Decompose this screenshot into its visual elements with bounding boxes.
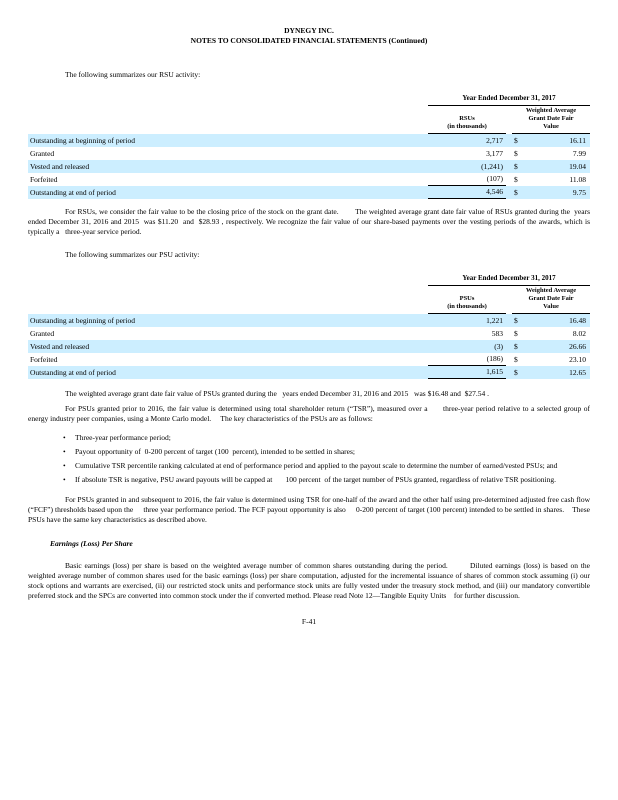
list-item: • Three-year performance period; bbox=[63, 433, 590, 443]
bullet-text: Cumulative TSR percentile ranking calcul… bbox=[75, 461, 558, 470]
units-value: (1,241) bbox=[428, 159, 506, 173]
row-label: Granted bbox=[30, 148, 55, 158]
row-label: Vested and released bbox=[28, 339, 428, 353]
bullet-icon: • bbox=[63, 475, 66, 484]
units-column-header: PSUs (in thousands) bbox=[428, 285, 506, 314]
units-value: 3,177 bbox=[486, 148, 503, 158]
units-value: 2,717 bbox=[428, 133, 506, 147]
paragraph-eps: Basic earnings (loss) per share is based… bbox=[28, 561, 590, 600]
currency-symbol: $ bbox=[512, 339, 524, 353]
row-label: Outstanding at end of period bbox=[28, 185, 428, 199]
row-label: Forfeited bbox=[30, 354, 58, 364]
units-value: 4,546 bbox=[428, 185, 506, 199]
list-item: • Payout opportunity of 0-200 percent of… bbox=[63, 447, 590, 457]
table-row: Outstanding at end of period 4,546 $9.75 bbox=[28, 185, 591, 199]
row-label: Outstanding at beginning of period bbox=[28, 313, 428, 327]
paragraph-rsu-fair-value: For RSUs, we consider the fair value to … bbox=[28, 207, 590, 236]
units-value: 1,221 bbox=[428, 313, 506, 327]
table-column-header-row: PSUs (in thousands) Weighted Average Grant … bbox=[28, 285, 591, 314]
value-column-header: Weighted Average Grant Date Fair Value bbox=[512, 285, 591, 314]
table-row: Vested and released (3) $26.66 bbox=[28, 339, 591, 353]
fair-value: 16.11 bbox=[524, 133, 591, 147]
bullet-icon: • bbox=[63, 461, 66, 470]
fair-value: 8.02 bbox=[572, 328, 587, 338]
bullet-text: If absolute TSR is negative, PSU award p… bbox=[75, 475, 556, 484]
currency-symbol: $ bbox=[514, 148, 518, 158]
table-period-header-row: Year Ended December 31, 2017 bbox=[28, 272, 591, 286]
period-header: Year Ended December 31, 2017 bbox=[428, 92, 591, 106]
row-label: Granted bbox=[30, 328, 55, 338]
bullet-icon: • bbox=[63, 447, 66, 456]
table-row: Granted 3,177 $7.99 bbox=[28, 147, 590, 160]
psu-intro-text: The following summarizes our PSU activit… bbox=[65, 250, 200, 259]
table-period-header-row: Year Ended December 31, 2017 bbox=[28, 92, 591, 106]
psu-characteristics-list: • Three-year performance period; • Payou… bbox=[28, 433, 590, 485]
page-number: F-41 bbox=[301, 617, 317, 626]
rsu-intro-text: The following summarizes our RSU activit… bbox=[65, 70, 201, 79]
units-column-header: RSUs (in thousands) bbox=[428, 105, 506, 134]
fair-value: 7.99 bbox=[572, 148, 587, 158]
units-value: 583 bbox=[491, 328, 503, 338]
currency-symbol: $ bbox=[514, 328, 518, 338]
currency-symbol: $ bbox=[512, 185, 524, 199]
table-row: Outstanding at beginning of period 1,221 $… bbox=[28, 313, 591, 327]
fair-value: 11.08 bbox=[569, 174, 587, 184]
row-label: Forfeited bbox=[30, 174, 58, 184]
currency-symbol: $ bbox=[512, 159, 524, 173]
paragraph-psu-prior-2016: For PSUs granted prior to 2016, the fair… bbox=[28, 404, 590, 423]
currency-symbol: $ bbox=[514, 354, 518, 364]
row-label: Outstanding at beginning of period bbox=[28, 133, 428, 147]
units-value: (3) bbox=[428, 339, 506, 353]
company-name: DYNEGY INC. bbox=[284, 26, 334, 35]
fair-value: 12.65 bbox=[524, 365, 591, 379]
table-row: Forfeited (186) $23.10 bbox=[28, 353, 590, 366]
fair-value: 23.10 bbox=[569, 354, 587, 364]
eps-section-heading: Earnings (Loss) Per Share bbox=[50, 539, 133, 548]
row-label: Outstanding at end of period bbox=[28, 365, 428, 379]
fair-value: 16.48 bbox=[524, 313, 591, 327]
currency-symbol: $ bbox=[512, 133, 524, 147]
value-column-header: Weighted Average Grant Date Fair Value bbox=[512, 105, 591, 134]
table-row: Outstanding at beginning of period 2,717 $… bbox=[28, 133, 591, 147]
table-row: Granted 583 $8.02 bbox=[28, 327, 590, 340]
list-item: • If absolute TSR is negative, PSU award… bbox=[63, 475, 590, 485]
document-title: NOTES TO CONSOLIDATED FINANCIAL STATEMEN… bbox=[190, 36, 428, 45]
rsu-activity-table: Year Ended December 31, 2017 RSUs (in thou… bbox=[28, 92, 591, 199]
currency-symbol: $ bbox=[512, 365, 524, 379]
bullet-text: Payout opportunity of 0-200 percent of t… bbox=[75, 447, 355, 456]
table-column-header-row: RSUs (in thousands) Weighted Average Grant … bbox=[28, 105, 591, 134]
table-row: Vested and released (1,241) $19.04 bbox=[28, 159, 591, 173]
paragraph-psu-subsequent-2016: For PSUs granted in and subsequent to 20… bbox=[28, 495, 590, 524]
psu-activity-table: Year Ended December 31, 2017 PSUs (in thou… bbox=[28, 272, 591, 379]
bullet-icon: • bbox=[63, 433, 66, 442]
paragraph-psu-fair-value: The weighted average grant date fair val… bbox=[65, 389, 490, 398]
fair-value: 26.66 bbox=[524, 339, 591, 353]
list-item: • Cumulative TSR percentile ranking calc… bbox=[63, 461, 590, 471]
period-header: Year Ended December 31, 2017 bbox=[428, 272, 591, 286]
units-value: (107) bbox=[486, 174, 503, 183]
currency-symbol: $ bbox=[514, 174, 518, 184]
currency-symbol: $ bbox=[512, 313, 524, 327]
units-value: 1,615 bbox=[428, 365, 506, 379]
table-row: Forfeited (107) $11.08 bbox=[28, 173, 590, 186]
fair-value: 9.75 bbox=[524, 185, 591, 199]
fair-value: 19.04 bbox=[524, 159, 591, 173]
row-label: Vested and released bbox=[28, 159, 428, 173]
bullet-text: Three-year performance period; bbox=[75, 433, 171, 442]
table-row: Outstanding at end of period 1,615 $12.65 bbox=[28, 365, 591, 379]
units-value: (186) bbox=[486, 354, 503, 363]
